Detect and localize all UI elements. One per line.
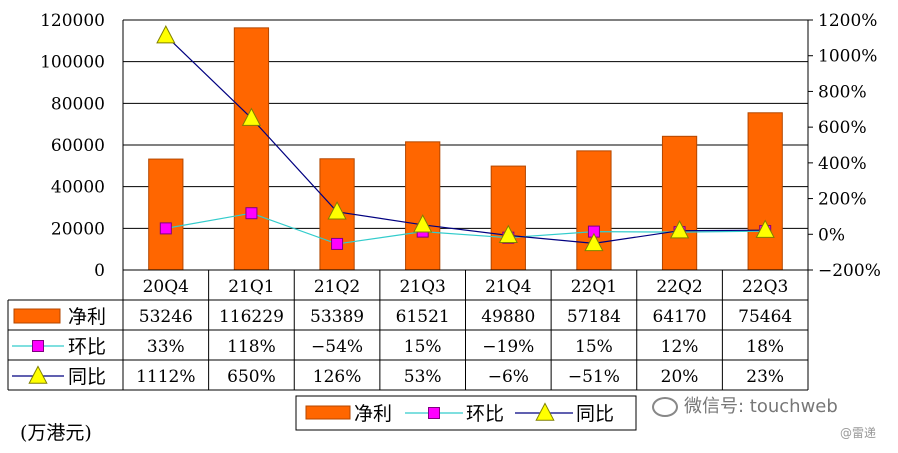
bar-22Q2 [661, 135, 698, 271]
category-label: 20Q4 [143, 277, 189, 297]
right-axis-tick-label: 0% [818, 225, 845, 245]
legend-key-bar [13, 308, 61, 324]
legend-label-net-profit: 净利 [354, 403, 392, 425]
right-axis-tick-label: −200% [818, 261, 881, 281]
table-cell: 61521 [396, 307, 450, 327]
legend-mom-marker [428, 407, 440, 419]
mom-marker-21Q1 [245, 207, 258, 220]
left-axis-tick-label: 0 [94, 261, 105, 281]
table-cell: 20% [661, 367, 699, 387]
right-axis-tick-label: 800% [818, 82, 867, 102]
wechat-icon [652, 397, 678, 417]
table-cell: 116229 [219, 307, 284, 327]
right-axis-tick-label: 600% [818, 118, 867, 138]
right-axis-tick-label: 200% [818, 190, 867, 210]
left-axis-tick-label: 60000 [51, 136, 105, 156]
bar-22Q1 [576, 150, 612, 271]
legend-key-square [32, 340, 44, 352]
table-row-label: 同比 [68, 366, 106, 388]
yoy-marker-21Q3 [413, 214, 433, 233]
table-cell: −54% [311, 337, 363, 357]
legend-label-yoy: 同比 [576, 403, 614, 425]
table-cell: 33% [147, 337, 185, 357]
legend-key-triangle [28, 365, 48, 384]
bar-21Q3 [405, 141, 441, 271]
category-label: 22Q1 [571, 277, 617, 297]
yoy-marker-22Q3 [755, 219, 775, 238]
legend-label-mom: 环比 [466, 403, 504, 425]
mom-marker-21Q2 [331, 237, 344, 250]
mom-marker-20Q4 [159, 222, 172, 235]
bar-22Q3 [747, 112, 783, 271]
table-cell: 23% [746, 367, 784, 387]
table-cell: 53% [404, 367, 442, 387]
bar-21Q1 [233, 27, 270, 271]
table-cell: 12% [661, 337, 699, 357]
legend-box [295, 395, 637, 431]
bar-20Q4 [148, 158, 184, 271]
right-axis-tick-label: 1200% [818, 11, 877, 31]
table-cell: 15% [575, 337, 613, 357]
table-cell: 75464 [738, 307, 792, 327]
bar-21Q4 [490, 165, 526, 271]
legend-bar-swatch [305, 405, 351, 420]
table-cell: 126% [313, 367, 362, 387]
table-cell: 53246 [139, 307, 193, 327]
table-row-label: 净利 [68, 306, 106, 328]
table-cell: 57184 [567, 307, 621, 327]
category-label: 21Q2 [314, 277, 360, 297]
table-cell: 650% [227, 367, 276, 387]
category-label: 21Q4 [485, 277, 531, 297]
unit-label: (万港元) [20, 422, 92, 444]
yoy-marker-21Q4 [498, 224, 518, 244]
line-同比 [165, 35, 766, 244]
table-cell: −6% [488, 367, 529, 387]
right-axis-tick-label: 400% [818, 154, 867, 174]
watermark-sub: @雷递 [840, 426, 877, 440]
table-cell: 49880 [481, 307, 535, 327]
category-label: 22Q3 [742, 277, 788, 297]
gridlines [123, 19, 808, 271]
left-axis-tick-label: 40000 [51, 178, 105, 198]
table-cell: 64170 [653, 307, 707, 327]
category-label: 21Q3 [399, 277, 445, 297]
table-cell: −51% [568, 367, 620, 387]
table-cell: 15% [404, 337, 442, 357]
table-row-label: 环比 [68, 336, 106, 358]
table-cell: 53389 [310, 307, 364, 327]
yoy-marker-21Q1 [241, 107, 262, 126]
right-axis-tick-label: 1000% [818, 47, 877, 67]
watermark: 微信号: touchweb [652, 392, 838, 418]
bars [148, 27, 783, 271]
category-label: 21Q1 [228, 277, 274, 297]
category-label: 22Q2 [656, 277, 702, 297]
yoy-marker-21Q2 [327, 201, 347, 220]
left-axis-tick-label: 100000 [40, 53, 105, 73]
data-table: 20Q4 21Q1 21Q2 21Q3 21Q4 22Q1 22Q2 22Q3 53246 116… [7, 269, 809, 391]
lines [156, 25, 775, 252]
table-cell: −19% [482, 337, 534, 357]
table-cell: 118% [227, 337, 276, 357]
axes: 0 20000 40000 60000 80000 100000 120000 −200% 0%… [40, 11, 881, 281]
legend-yoy-marker [535, 402, 555, 421]
line-环比 [165, 212, 766, 245]
yoy-marker-22Q2 [669, 220, 690, 239]
yoy-marker-22Q1 [584, 232, 604, 252]
yoy-marker-20Q4 [156, 25, 176, 44]
left-axis-tick-label: 20000 [51, 219, 105, 239]
left-axis-tick-label: 80000 [51, 94, 105, 114]
watermark-text: 微信号: touchweb [684, 396, 838, 417]
table-cell: 1112% [136, 367, 195, 387]
legend: 净利 环比 同比 [295, 395, 637, 431]
left-axis-tick-label: 120000 [40, 11, 105, 31]
table-cell: 18% [746, 337, 784, 357]
